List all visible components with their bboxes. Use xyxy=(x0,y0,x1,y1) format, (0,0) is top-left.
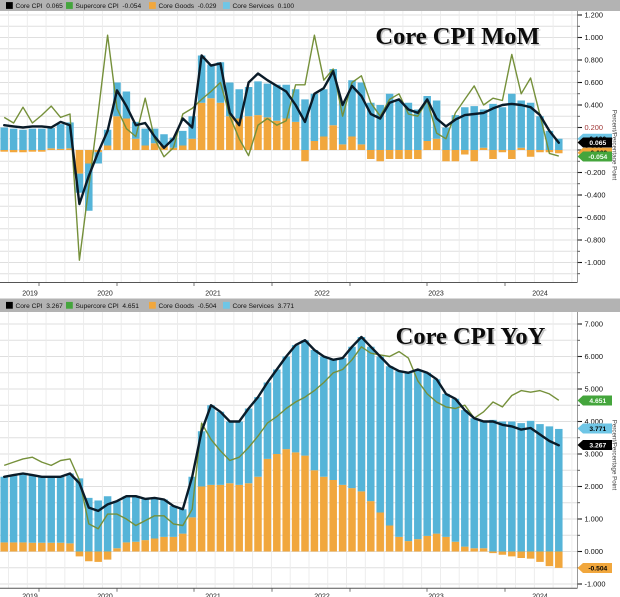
svg-text:3.771: 3.771 xyxy=(589,426,606,433)
svg-text:Core Goods -0.504: Core Goods -0.504 xyxy=(159,303,217,310)
svg-text:2019: 2019 xyxy=(22,594,38,597)
svg-text:Core CPI 0.065: Core CPI 0.065 xyxy=(16,3,64,10)
svg-text:-0.400: -0.400 xyxy=(585,191,606,200)
svg-text:0.200: 0.200 xyxy=(585,123,604,132)
svg-text:Core CPI MoM: Core CPI MoM xyxy=(375,23,539,50)
svg-text:2022: 2022 xyxy=(314,594,330,597)
svg-text:5.000: 5.000 xyxy=(585,385,604,394)
svg-text:2024: 2024 xyxy=(532,291,548,298)
svg-text:Core Services 0.100: Core Services 0.100 xyxy=(233,3,295,10)
svg-text:0.600: 0.600 xyxy=(585,78,604,87)
svg-text:1.000: 1.000 xyxy=(585,515,604,524)
svg-text:-0.600: -0.600 xyxy=(585,213,606,222)
svg-text:2019: 2019 xyxy=(22,291,38,298)
svg-text:Core CPI MoM: Core CPI MoM xyxy=(377,25,541,52)
svg-text:1.000: 1.000 xyxy=(585,33,604,42)
svg-text:0.400: 0.400 xyxy=(585,101,604,110)
svg-text:-1.000: -1.000 xyxy=(585,580,606,589)
svg-text:Percent/Percentage Point: Percent/Percentage Point xyxy=(611,420,618,491)
svg-text:-0.504: -0.504 xyxy=(588,565,607,572)
svg-text:2021: 2021 xyxy=(205,594,221,597)
svg-text:0.065: 0.065 xyxy=(589,140,606,147)
svg-text:7.000: 7.000 xyxy=(585,320,604,329)
svg-text:Supercore CPI -0.054: Supercore CPI -0.054 xyxy=(76,3,142,10)
svg-text:2022: 2022 xyxy=(314,291,330,298)
svg-text:-0.054: -0.054 xyxy=(588,154,607,161)
svg-text:Core CPI YoY: Core CPI YoY xyxy=(397,325,547,352)
svg-text:2023: 2023 xyxy=(428,594,444,597)
svg-text:Core Goods -0.029: Core Goods -0.029 xyxy=(159,3,217,10)
svg-text:2020: 2020 xyxy=(97,291,113,298)
svg-text:2024: 2024 xyxy=(532,594,548,597)
svg-text:-1.000: -1.000 xyxy=(585,258,606,267)
svg-text:0.000: 0.000 xyxy=(585,547,604,556)
svg-text:2021: 2021 xyxy=(205,291,221,298)
svg-text:Core CPI YoY: Core CPI YoY xyxy=(396,323,546,350)
svg-text:Core CPI 3.267: Core CPI 3.267 xyxy=(16,303,64,310)
svg-text:Supercore CPI 4.651: Supercore CPI 4.651 xyxy=(76,303,140,310)
svg-text:0.800: 0.800 xyxy=(585,56,604,65)
svg-text:3.267: 3.267 xyxy=(589,442,606,449)
svg-text:2.000: 2.000 xyxy=(585,482,604,491)
svg-text:4.651: 4.651 xyxy=(589,398,606,405)
svg-text:3.000: 3.000 xyxy=(585,450,604,459)
svg-text:2020: 2020 xyxy=(97,594,113,597)
svg-text:4.000: 4.000 xyxy=(585,417,604,426)
svg-text:Percent/Percentage Point: Percent/Percentage Point xyxy=(611,110,618,181)
svg-text:-0.800: -0.800 xyxy=(585,236,606,245)
svg-text:-0.200: -0.200 xyxy=(585,168,606,177)
svg-text:2023: 2023 xyxy=(428,291,444,298)
svg-text:Core Services 3.771: Core Services 3.771 xyxy=(233,303,295,310)
svg-text:1.200: 1.200 xyxy=(585,11,604,20)
svg-text:6.000: 6.000 xyxy=(585,352,604,361)
